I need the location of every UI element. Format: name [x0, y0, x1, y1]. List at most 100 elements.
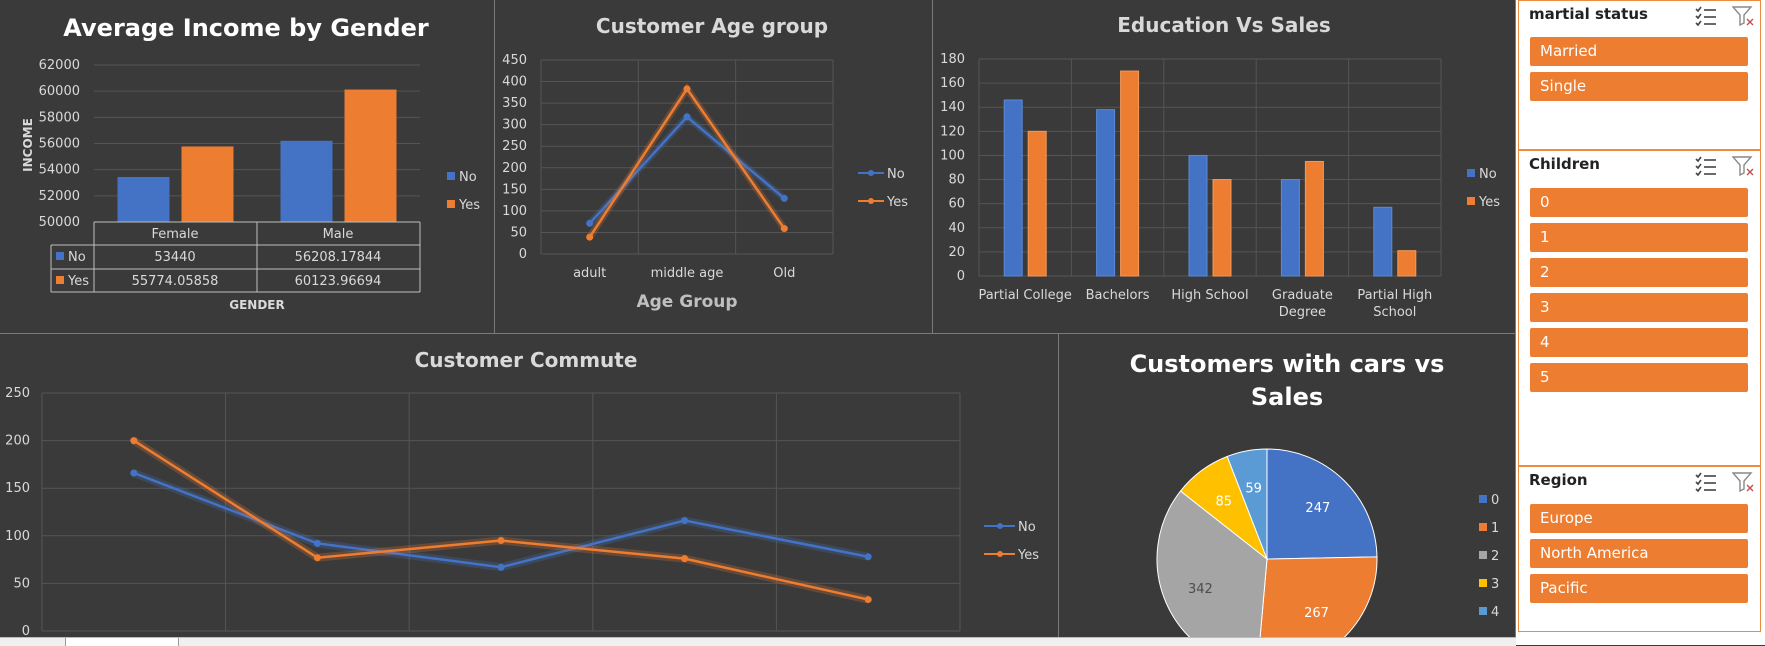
commute-point-yes	[864, 596, 872, 604]
commute-point-yes	[497, 537, 505, 545]
cars-chart-title-line-2: Sales	[1251, 383, 1323, 411]
income-bar-no	[280, 140, 333, 222]
education-legend-yes-key	[1467, 197, 1475, 205]
pie-data-label: 59	[1245, 482, 1262, 497]
education-ytick-label: 100	[940, 148, 965, 163]
income-legend-no-key	[447, 172, 455, 180]
education-bar-no	[1280, 179, 1300, 277]
education-xtick-label: Bachelors	[1086, 288, 1150, 303]
slicer-item[interactable]: Europe	[1530, 504, 1748, 533]
commute-point-no	[497, 563, 505, 571]
clear-filter-icon[interactable]	[1732, 155, 1756, 177]
commute-ytick-label: 100	[5, 529, 30, 544]
multi-select-icon[interactable]	[1694, 5, 1718, 27]
income-table-no-female: 53440	[154, 250, 195, 265]
age-point-no	[780, 194, 788, 202]
commute-line-glow-no	[132, 469, 869, 572]
commute-chart-title: Customer Commute	[415, 348, 638, 372]
income-ytick-label: 52000	[39, 189, 80, 204]
slicer-item[interactable]: Married	[1530, 37, 1748, 66]
clear-filter-icon[interactable]	[1732, 5, 1756, 27]
income-data-table	[50, 221, 421, 293]
commute-ytick-label: 200	[5, 434, 30, 449]
education-legend-no: No	[1479, 167, 1497, 182]
multi-select-icon[interactable]	[1694, 155, 1718, 177]
commute-legend-no-marker	[997, 523, 1003, 529]
education-chart: Education Vs Sales 180 160 140 120 100 80 60 40…	[940, 13, 1500, 320]
education-xtick-label: Degree	[1279, 305, 1326, 320]
income-legend-yes-key	[447, 200, 455, 208]
commute-chart: Customer Commute 250 200 150 100 50 0 No Yes	[5, 348, 1039, 639]
slicer-header: Children	[1529, 153, 1756, 179]
education-bar-no	[1373, 206, 1393, 277]
age-point-yes	[780, 225, 788, 233]
education-chart-panel: Education Vs Sales 180 160 140 120 100 80 60 40…	[933, 0, 1515, 333]
pie-slice-1	[1258, 556, 1378, 646]
age-xlabel: Age Group	[636, 292, 737, 312]
pie-data-label: 247	[1305, 501, 1330, 516]
cars-legend-label: 1	[1491, 521, 1499, 536]
cars-chart-title-line-1: Customers with cars vs	[1130, 350, 1445, 378]
slicer-item[interactable]: Pacific	[1530, 574, 1748, 603]
education-bar-yes	[1120, 70, 1140, 277]
commute-point-no	[313, 539, 321, 547]
income-table-header-male: Male	[323, 227, 354, 242]
education-ytick-label: 80	[948, 173, 965, 188]
cars-legend-key-0	[1479, 495, 1487, 503]
income-ytick-label: 62000	[39, 58, 80, 73]
slicer-title: Region	[1529, 471, 1588, 489]
slicer-item[interactable]: 0	[1530, 188, 1748, 217]
slicer-item[interactable]: Single	[1530, 72, 1748, 101]
income-chart: Average Income by Gender INCOME 62000 600…	[21, 14, 480, 312]
commute-legend-no: No	[1018, 520, 1036, 535]
cars-legend-label: 3	[1491, 577, 1499, 592]
education-bar-yes	[1027, 130, 1047, 277]
slicer-item[interactable]: 3	[1530, 293, 1748, 322]
commute-line-no	[133, 471, 869, 569]
slicer-item[interactable]: 1	[1530, 223, 1748, 252]
age-legend-yes-marker	[868, 198, 874, 204]
education-xtick-label: Graduate	[1272, 288, 1333, 303]
commute-point-yes	[681, 555, 689, 563]
slicer-pane: martial status Married Single Children 0…	[1516, 0, 1765, 645]
age-legend-no-marker	[868, 170, 874, 176]
age-xtick-label: Old	[773, 266, 795, 281]
pie-data-label: 342	[1188, 582, 1213, 597]
slicer-item[interactable]: North America	[1530, 539, 1748, 568]
cars-legend-key-4	[1479, 607, 1487, 615]
age-ytick-label: 400	[502, 75, 527, 90]
education-xtick-label: School	[1373, 305, 1416, 320]
education-bar-no	[1188, 154, 1208, 277]
age-ytick-label: 50	[510, 225, 527, 240]
education-bar-yes	[1212, 179, 1232, 277]
commute-ytick-label: 150	[5, 481, 30, 496]
commute-ytick-label: 250	[5, 386, 30, 401]
education-bar-no	[1003, 99, 1023, 277]
slicer-item[interactable]: 5	[1530, 363, 1748, 392]
education-ytick-label: 0	[957, 269, 965, 284]
income-xlabel: GENDER	[229, 298, 285, 312]
age-point-no	[586, 219, 594, 227]
slicer-item[interactable]: 2	[1530, 258, 1748, 287]
education-ytick-label: 20	[948, 245, 965, 260]
multi-select-icon[interactable]	[1694, 471, 1718, 493]
age-legend-no: No	[887, 167, 905, 182]
commute-chart-panel: Customer Commute 250 200 150 100 50 0 No Yes	[0, 334, 1058, 639]
age-point-yes	[683, 85, 691, 93]
slicer-title: Children	[1529, 155, 1600, 173]
education-ytick-label: 140	[940, 100, 965, 115]
slicer-region: Region Europe North America Pacific	[1518, 466, 1761, 632]
age-chart-panel: Customer Age group 450 400 350 300 250 200 150…	[495, 0, 932, 333]
income-ytick-label: 50000	[39, 215, 80, 230]
clear-filter-icon[interactable]	[1732, 471, 1756, 493]
pie-slice-2	[1156, 490, 1268, 646]
age-ytick-label: 0	[519, 247, 527, 262]
age-line-glow-no	[587, 112, 787, 226]
education-ytick-label: 180	[940, 52, 965, 67]
cars-legend-key-2	[1479, 551, 1487, 559]
slicer-item[interactable]: 4	[1530, 328, 1748, 357]
sheet-tab-active[interactable]	[65, 638, 179, 646]
age-chart-title: Customer Age group	[596, 14, 828, 38]
cars-legend-key-3	[1479, 579, 1487, 587]
cars-legend-key-1	[1479, 523, 1487, 531]
